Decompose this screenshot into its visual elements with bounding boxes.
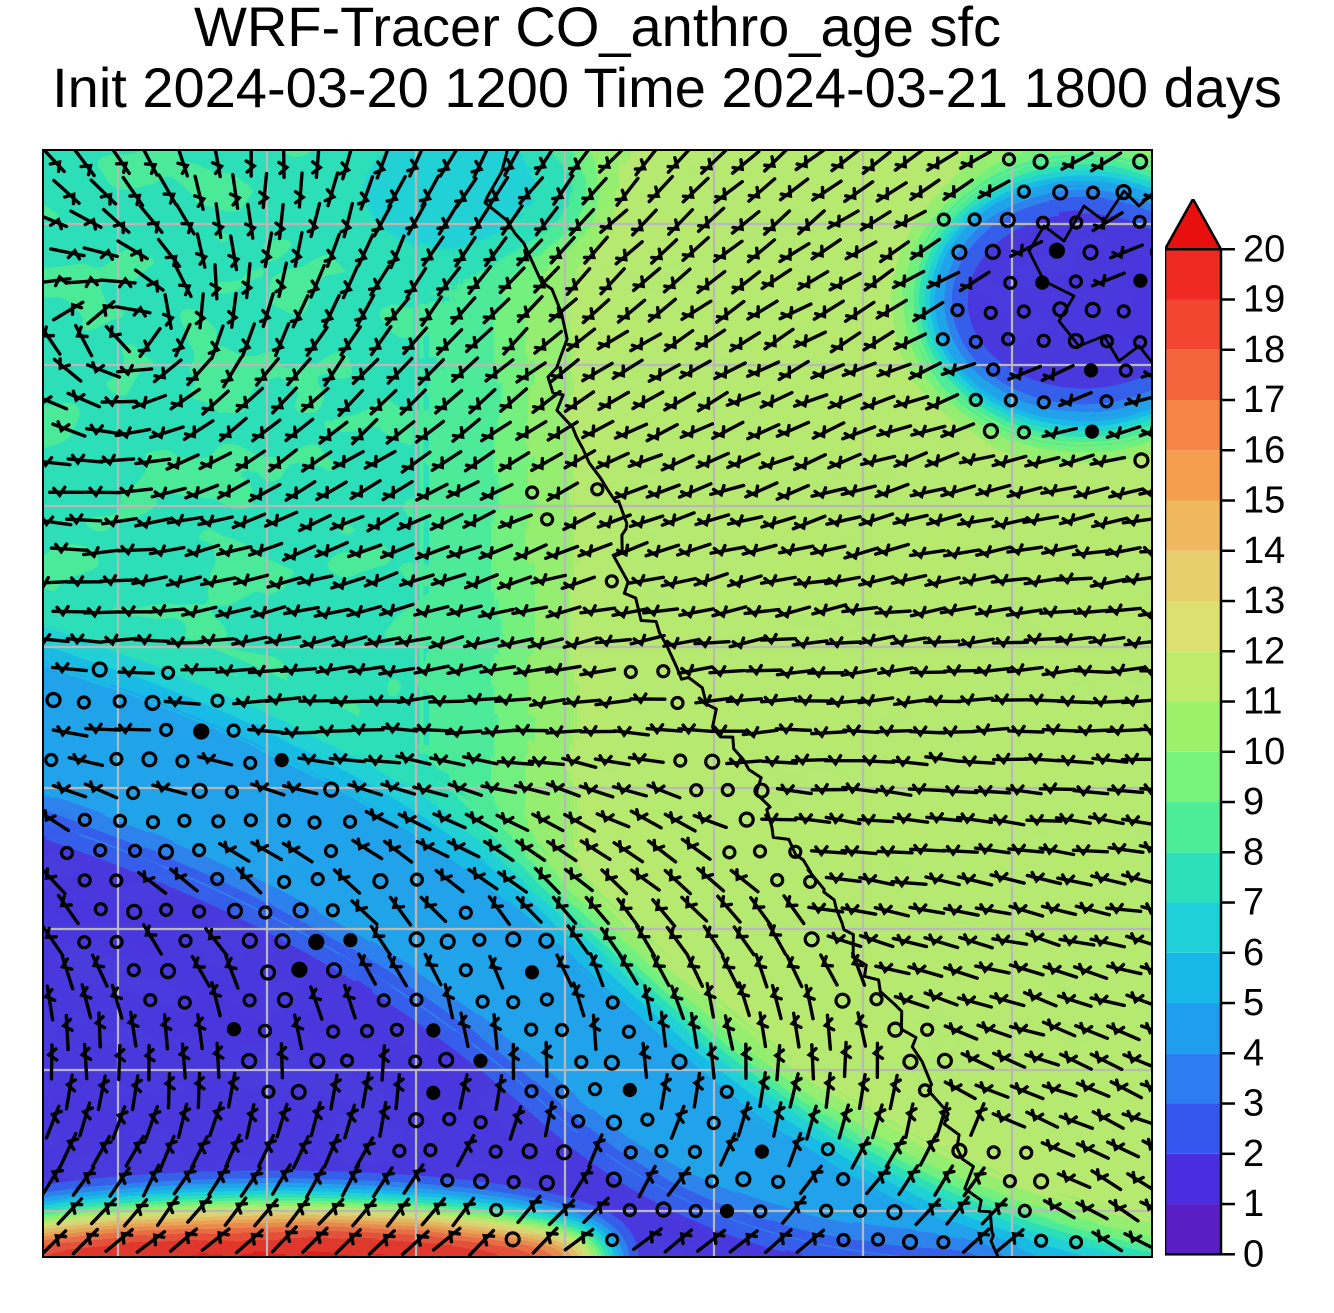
- svg-text:16: 16: [1243, 429, 1285, 471]
- svg-text:4: 4: [1243, 1032, 1264, 1074]
- svg-text:15: 15: [1243, 480, 1285, 522]
- svg-text:2: 2: [1243, 1133, 1264, 1175]
- svg-text:6: 6: [1243, 932, 1264, 974]
- svg-text:10: 10: [1243, 731, 1285, 773]
- svg-text:19: 19: [1243, 279, 1285, 321]
- svg-text:7: 7: [1243, 882, 1264, 924]
- svg-text:9: 9: [1243, 781, 1264, 823]
- svg-text:18: 18: [1243, 329, 1285, 371]
- svg-text:8: 8: [1243, 831, 1264, 873]
- svg-text:12: 12: [1243, 630, 1285, 672]
- svg-text:20: 20: [1243, 228, 1285, 270]
- svg-text:5: 5: [1243, 982, 1264, 1024]
- svg-text:14: 14: [1243, 530, 1285, 572]
- svg-text:3: 3: [1243, 1083, 1264, 1125]
- svg-text:11: 11: [1243, 681, 1282, 723]
- svg-text:1: 1: [1243, 1183, 1264, 1225]
- svg-text:0: 0: [1243, 1233, 1264, 1275]
- svg-text:13: 13: [1243, 580, 1285, 622]
- svg-text:17: 17: [1243, 379, 1285, 421]
